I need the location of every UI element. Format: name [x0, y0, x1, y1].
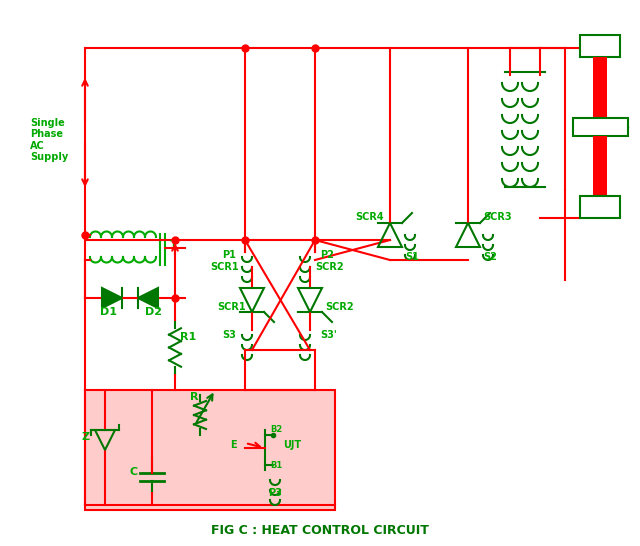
FancyBboxPatch shape: [85, 390, 335, 510]
Text: S3': S3': [320, 330, 337, 340]
Text: R1: R1: [180, 332, 196, 342]
Text: FIG C : HEAT CONTROL CIRCUIT: FIG C : HEAT CONTROL CIRCUIT: [211, 524, 429, 537]
Text: Z: Z: [82, 432, 90, 442]
Bar: [593, 57, 607, 117]
Text: UJT: UJT: [283, 440, 301, 450]
Text: D2: D2: [145, 307, 162, 317]
Text: S2: S2: [483, 252, 497, 262]
Text: SCR1: SCR1: [217, 302, 246, 312]
Bar: [580, 35, 620, 57]
Text: SCR2: SCR2: [315, 262, 344, 272]
Text: Single
Phase
AC
Supply: Single Phase AC Supply: [30, 117, 68, 162]
Text: E: E: [230, 440, 237, 450]
Bar: [580, 196, 620, 218]
Text: R: R: [190, 392, 198, 402]
Text: P1: P1: [222, 250, 236, 260]
Polygon shape: [138, 288, 158, 308]
Bar: [573, 118, 628, 136]
Bar: [593, 136, 607, 196]
Text: SCR1: SCR1: [210, 262, 239, 272]
Text: S3: S3: [222, 330, 236, 340]
Text: P3: P3: [268, 488, 282, 498]
Polygon shape: [102, 288, 122, 308]
Text: S1: S1: [405, 252, 419, 262]
Text: C: C: [130, 467, 138, 477]
Text: SCR2: SCR2: [325, 302, 354, 312]
Text: D1: D1: [100, 307, 117, 317]
Text: P2: P2: [320, 250, 334, 260]
Text: SCR3: SCR3: [483, 212, 511, 222]
Text: B1: B1: [270, 461, 282, 470]
Text: T: T: [170, 240, 178, 250]
Text: SCR4: SCR4: [355, 212, 383, 222]
Text: B2: B2: [270, 425, 282, 434]
